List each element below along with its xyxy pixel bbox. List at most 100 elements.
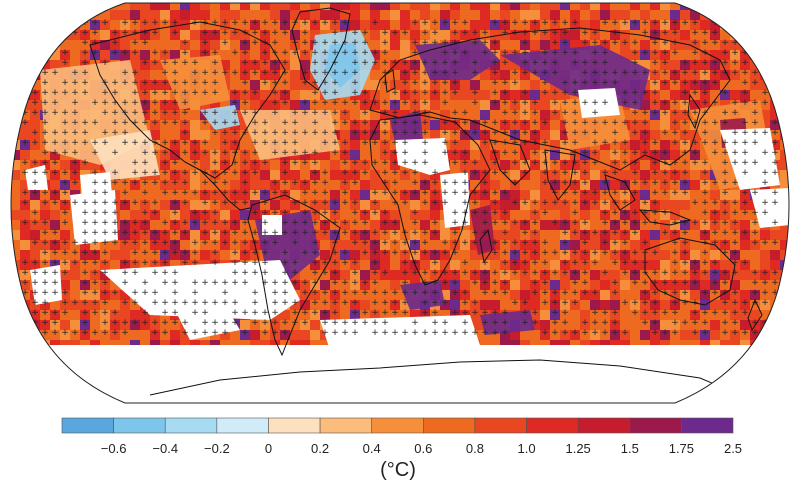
missing-data-region <box>100 260 300 320</box>
grid-cell <box>450 30 460 40</box>
stipple-mark: + <box>391 298 399 308</box>
grid-cell <box>220 130 230 140</box>
grid-cell <box>660 320 670 330</box>
stipple-mark: + <box>171 178 179 188</box>
grid-cell <box>180 130 190 140</box>
grid-cell <box>590 300 600 310</box>
grid-cell <box>450 130 460 140</box>
stipple-mark: + <box>671 248 679 258</box>
stipple-mark: + <box>571 48 579 58</box>
grid-cell <box>600 250 610 260</box>
grid-cell <box>760 390 770 400</box>
grid-cell <box>470 280 480 290</box>
stipple-mark: + <box>631 268 639 278</box>
grid-cell <box>760 90 770 100</box>
grid-cell <box>300 170 310 180</box>
grid-cell <box>730 3 740 10</box>
grid-cell <box>270 190 280 200</box>
stipple-mark: + <box>701 58 709 68</box>
grid-cell <box>380 60 390 70</box>
grid-cell <box>590 20 600 30</box>
stipple-mark: + <box>661 98 669 108</box>
grid-cell <box>350 150 360 160</box>
grid-cell <box>670 160 680 170</box>
stipple-mark: + <box>581 68 589 78</box>
grid-cell <box>190 200 200 210</box>
stipple-mark: + <box>271 38 279 48</box>
stipple-mark: + <box>121 298 129 308</box>
grid-cell <box>490 250 500 260</box>
stipple-mark: + <box>271 178 279 188</box>
grid-cell <box>190 180 200 190</box>
grid-cell <box>100 240 110 250</box>
grid-cell <box>610 3 620 10</box>
stipple-mark: + <box>561 48 569 58</box>
grid-cell <box>770 140 780 150</box>
grid-cell <box>420 170 430 180</box>
stipple-mark: + <box>721 298 729 308</box>
grid-cell <box>790 60 800 70</box>
grid-cell <box>250 60 260 70</box>
grid-cell <box>120 180 130 190</box>
grid-cell <box>360 200 370 210</box>
grid-cell <box>380 80 390 90</box>
grid-cell <box>650 270 660 280</box>
stipple-mark: + <box>611 248 619 258</box>
grid-cell <box>290 300 300 310</box>
stipple-mark: + <box>581 178 589 188</box>
stipple-mark: + <box>161 268 169 278</box>
stipple-mark: + <box>31 268 39 278</box>
grid-cell <box>0 40 10 50</box>
stipple-mark: + <box>61 288 69 298</box>
grid-cell <box>270 20 280 30</box>
grid-cell <box>710 230 720 240</box>
grid-cell <box>450 10 460 20</box>
grid-cell <box>410 250 420 260</box>
grid-cell <box>400 50 410 60</box>
grid-cell <box>500 120 510 130</box>
grid-cell <box>730 210 740 220</box>
stipple-mark: + <box>711 288 719 298</box>
stipple-mark: + <box>641 118 649 128</box>
grid-cell <box>640 310 650 320</box>
grid-cell <box>60 250 70 260</box>
stipple-mark: + <box>181 78 189 88</box>
stipple-mark: + <box>371 308 379 318</box>
stipple-mark: + <box>341 108 349 118</box>
grid-cell <box>160 190 170 200</box>
grid-cell <box>560 270 570 280</box>
stipple-mark: + <box>341 178 349 188</box>
stipple-mark: + <box>361 48 369 58</box>
stipple-mark: + <box>251 258 259 268</box>
stipple-mark: + <box>521 108 529 118</box>
grid-cell <box>510 3 520 10</box>
grid-cell <box>130 310 140 320</box>
stipple-mark: + <box>381 78 389 88</box>
stipple-mark: + <box>581 158 589 168</box>
grid-cell <box>740 30 750 40</box>
stipple-mark: + <box>631 18 639 28</box>
stipple-mark: + <box>741 118 749 128</box>
grid-cell <box>480 120 490 130</box>
stipple-mark: + <box>401 238 409 248</box>
grid-cell <box>740 210 750 220</box>
stipple-mark: + <box>161 308 169 318</box>
grid-cell <box>260 160 270 170</box>
stipple-mark: + <box>271 98 279 108</box>
grid-cell <box>380 250 390 260</box>
grid-cell <box>610 200 620 210</box>
grid-cell <box>530 160 540 170</box>
grid-cell <box>120 320 130 330</box>
grid-cell <box>790 320 800 330</box>
grid-cell <box>0 130 10 140</box>
grid-cell <box>130 260 140 270</box>
stipple-mark: + <box>681 88 689 98</box>
grid-cell <box>510 220 520 230</box>
grid-cell <box>370 220 380 230</box>
stipple-mark: + <box>101 178 109 188</box>
grid-cell <box>100 20 110 30</box>
grid-cell <box>160 250 170 260</box>
stipple-mark: + <box>491 38 499 48</box>
grid-cell <box>60 270 70 280</box>
grid-cell <box>0 140 10 150</box>
